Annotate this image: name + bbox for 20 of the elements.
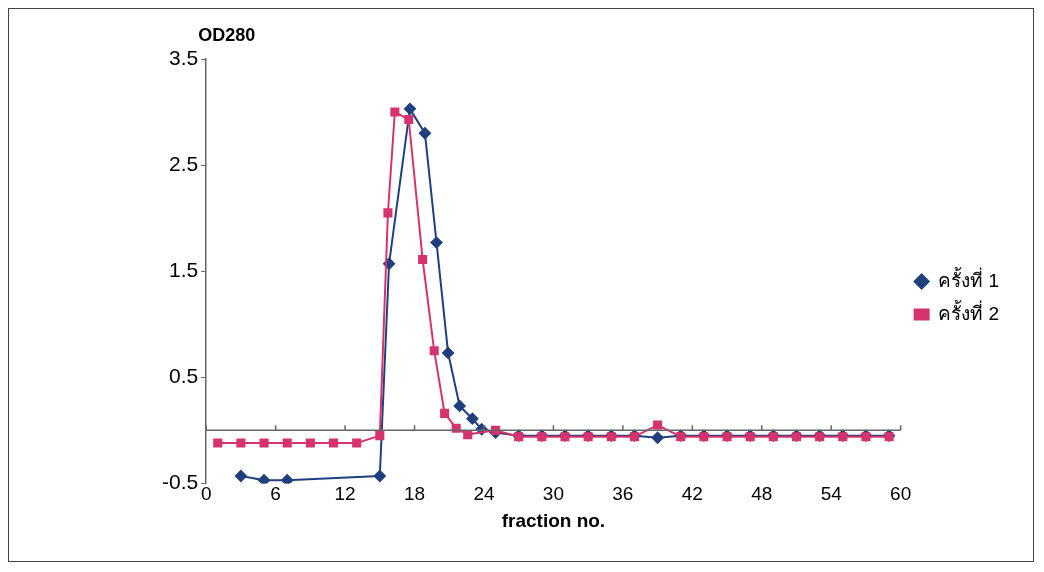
x-axis-title: fraction no. [501,509,606,531]
x-tick-label: 18 [403,483,426,505]
y-tick-label: -0.5 [162,470,199,494]
y-tick-label: 2.5 [168,151,199,175]
x-tick-label: 0 [200,483,212,505]
x-tick-label: 30 [542,483,564,505]
x-tick-label: 36 [612,483,634,505]
x-tick-label: 42 [681,483,703,505]
y-tick-label: 0.5 [168,364,199,388]
x-tick-label: 24 [473,483,495,505]
x-tick-label: 48 [751,483,773,505]
legend-label: ครั้งที่ 2 [938,299,1000,324]
x-tick-label: 6 [270,483,281,505]
legend-label: ครั้งที่ 1 [938,266,1000,291]
x-tick-label: 12 [334,483,356,505]
y-tick-label: 1.5 [168,258,199,281]
x-tick-label: 54 [820,483,843,505]
y-tick-label: 3.5 [168,45,199,69]
y-axis-title: OD280 [198,24,256,45]
x-tick-label: 60 [890,483,912,505]
